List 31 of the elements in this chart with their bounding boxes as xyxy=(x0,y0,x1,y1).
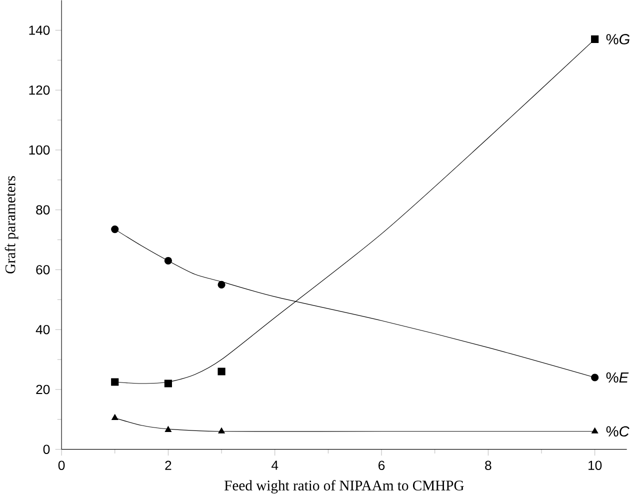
point xyxy=(164,426,172,432)
point xyxy=(592,427,598,434)
point xyxy=(112,414,118,420)
y-tick-label: 0 xyxy=(43,444,50,454)
x-axis-title: Feed wight ratio of NIPAAm to CMHPG xyxy=(224,480,464,494)
point xyxy=(218,280,226,288)
point xyxy=(591,374,599,382)
y-tick-label: 100 xyxy=(29,145,50,154)
y-tick-label: 20 xyxy=(36,384,50,394)
y-tick-label: 140 xyxy=(29,25,50,35)
point xyxy=(111,225,119,233)
series-label: %G xyxy=(606,34,630,44)
y-tick-label: 40 xyxy=(36,324,50,334)
y-tick-label: 120 xyxy=(29,85,50,95)
y-tick-label: 60 xyxy=(36,264,50,274)
point xyxy=(111,378,119,386)
x-tick-label: 8 xyxy=(485,460,492,470)
series-label: %E xyxy=(606,372,629,382)
point xyxy=(591,35,599,43)
point xyxy=(218,427,225,434)
x-tick-label: 4 xyxy=(272,460,278,470)
y-tick-label: 80 xyxy=(36,205,50,214)
point xyxy=(164,256,172,264)
point xyxy=(164,380,172,388)
series-label: %C xyxy=(606,426,630,436)
x-tick-label: 6 xyxy=(378,460,385,470)
x-tick-label: 10 xyxy=(588,460,602,470)
point xyxy=(218,368,226,376)
x-tick-label: 0 xyxy=(58,460,65,470)
x-tick-label: 2 xyxy=(165,460,172,470)
y-axis-title: Graft parameters xyxy=(4,176,18,274)
